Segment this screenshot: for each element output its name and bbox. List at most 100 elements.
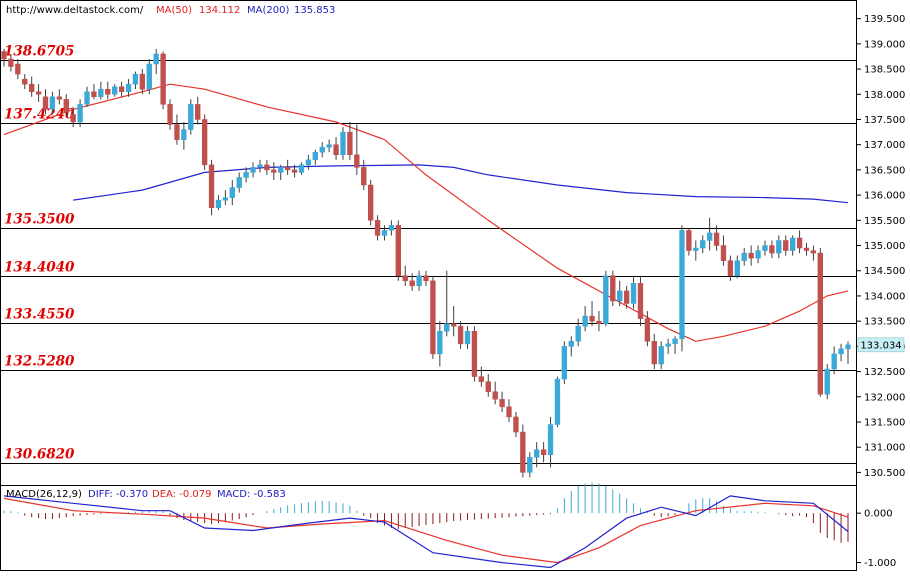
candle (257, 159, 263, 173)
candle (540, 442, 547, 463)
candle (513, 411, 519, 438)
candle-body (312, 152, 318, 161)
candle-body (575, 325, 581, 342)
candle-body (105, 88, 111, 95)
candle (278, 164, 284, 180)
candle (506, 399, 512, 422)
candle (810, 245, 817, 261)
ma200-value: 135.853 (294, 5, 335, 16)
candle (222, 190, 229, 206)
dea-line (3, 497, 849, 564)
candle-body (229, 187, 235, 198)
candle-body (513, 416, 519, 433)
candle-body (789, 237, 796, 251)
candle (838, 343, 844, 362)
candle (769, 240, 775, 259)
candle-body (132, 73, 139, 85)
candle (741, 248, 747, 266)
macd-header: MACD(26,12,9) DIFF: -0.370 DEA: -0.079 M… (6, 489, 286, 500)
candle (395, 220, 401, 281)
candle (229, 179, 235, 206)
candle-body (672, 338, 678, 345)
candle-body (181, 129, 187, 140)
candle-body (686, 230, 692, 251)
macd-axis: 0.000 -1.000 (856, 509, 896, 569)
candle-body (838, 348, 844, 355)
candle (575, 318, 581, 347)
price-tag: 133.034 (857, 337, 905, 353)
candle-body (817, 252, 823, 395)
candle-body (29, 83, 35, 92)
candle (312, 149, 318, 165)
candle (651, 333, 657, 370)
candle-body (15, 63, 21, 75)
candle (8, 53, 14, 72)
candle-body (534, 449, 540, 458)
candle (84, 86, 90, 107)
candle-body (547, 424, 554, 455)
candle-body (63, 99, 69, 113)
candle (388, 220, 395, 236)
candle-body (98, 88, 104, 98)
candle (146, 58, 152, 95)
candle (118, 81, 125, 97)
candle (15, 58, 21, 80)
candle (160, 51, 166, 110)
candle (637, 275, 644, 327)
price-tick-label: 134.500 (864, 266, 905, 277)
candle (430, 275, 436, 359)
price-tick-label: 137.000 (864, 140, 905, 151)
candle (49, 91, 56, 115)
macd-diff: DIFF: -0.370 (88, 489, 148, 500)
candle (381, 225, 388, 241)
candle-body (783, 240, 789, 251)
candle (105, 81, 111, 100)
candle-body (700, 240, 706, 249)
candle (457, 321, 464, 349)
candle (361, 159, 367, 191)
candle-body (91, 91, 97, 98)
level-label: 132.5280 (4, 354, 75, 370)
candle (755, 245, 761, 264)
candle (305, 154, 312, 170)
candle-body (250, 167, 256, 173)
price-axis: 130.500 131.000 131.500 132.000 132.500 133.0… (856, 14, 905, 479)
candle (658, 341, 664, 370)
level-label: 138.6705 (4, 44, 74, 60)
candle (77, 99, 83, 128)
candle-body (845, 344, 851, 350)
candle (181, 122, 187, 150)
candle (665, 338, 671, 354)
candle-body (769, 245, 775, 254)
level-label: 130.6820 (4, 447, 75, 463)
candle (298, 162, 305, 175)
candle (333, 137, 339, 160)
price-tick-label: 135.500 (864, 216, 905, 227)
candle (326, 139, 332, 153)
candle-body (77, 104, 83, 123)
candle (291, 164, 298, 178)
price-panel (0, 0, 857, 486)
candles (1, 48, 851, 478)
candle (374, 215, 381, 241)
candle (167, 99, 173, 130)
macd-value: MACD: -0.583 (217, 489, 286, 500)
candle-body (762, 245, 768, 251)
candle (29, 76, 35, 97)
ma200-path (73, 164, 849, 204)
candle-body (49, 96, 56, 110)
candle-body (201, 119, 208, 166)
candle-body (658, 346, 664, 365)
candle (561, 341, 568, 385)
candle-body (56, 96, 63, 100)
candle-body (153, 53, 159, 65)
candle-body (388, 225, 395, 231)
candle (319, 142, 325, 158)
candle (188, 99, 194, 135)
candle-body (423, 275, 429, 282)
candle-body (430, 280, 436, 355)
candle (271, 162, 277, 180)
price-tick-label: 131.500 (864, 417, 905, 428)
macd-panel (0, 485, 857, 571)
candle-body (22, 78, 28, 85)
